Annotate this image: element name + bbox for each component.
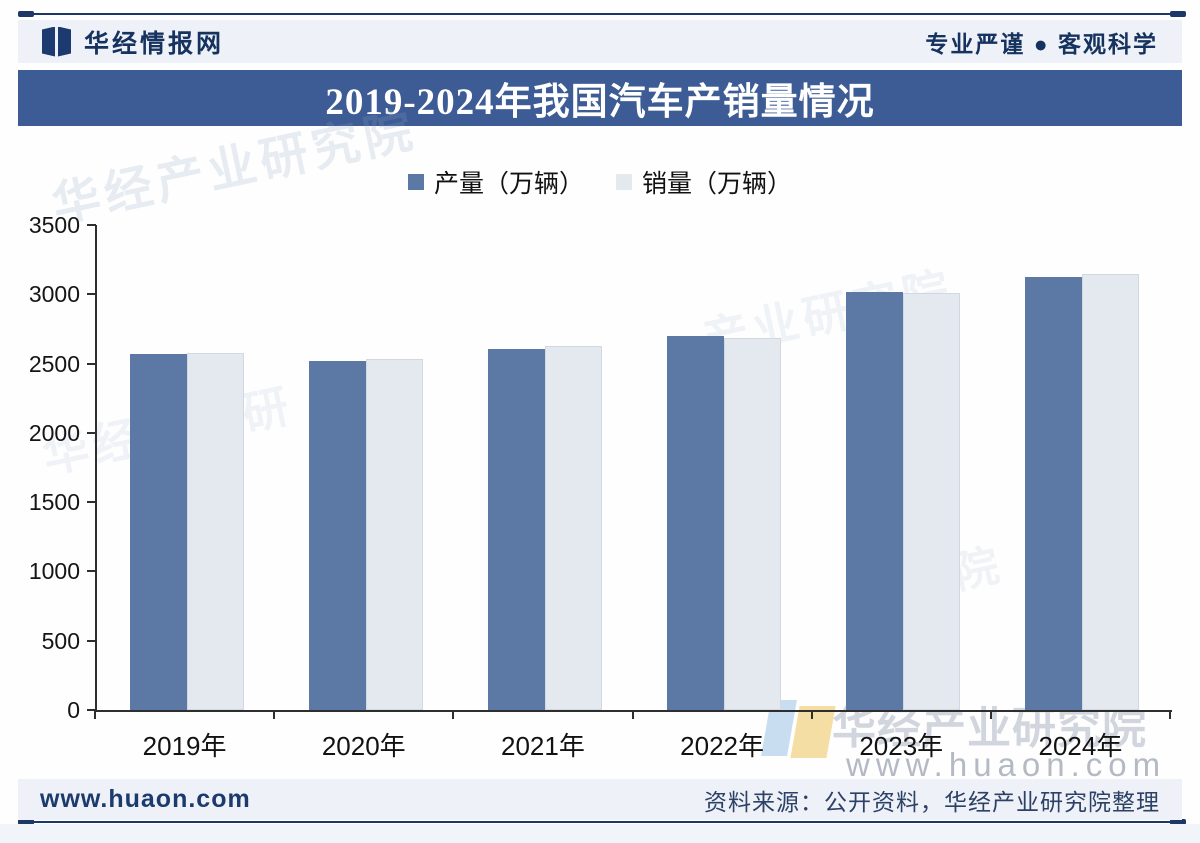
- y-axis-tick-label: 3500: [28, 212, 80, 238]
- bar-group-2021年: [455, 225, 634, 710]
- y-axis-tick-label: 2500: [28, 350, 80, 377]
- bar-group-2019年: [97, 225, 276, 710]
- production-bar-2023年: [846, 292, 904, 710]
- y-axis-tick-label: 3000: [28, 281, 80, 308]
- y-axis-tick-mark: [87, 501, 96, 504]
- bar-group-2024年: [993, 225, 1172, 710]
- top-divider-line: [18, 11, 1186, 17]
- footer-source-note: 资料来源：公开资料，华经产业研究院整理: [704, 788, 1160, 815]
- bottom-divider-line: [18, 819, 1186, 825]
- production-bar-2021年: [487, 348, 545, 710]
- bar-group-2020年: [276, 225, 455, 710]
- x-axis-tick-mark: [94, 711, 96, 719]
- x-axis-label-2020年: 2020年: [321, 731, 406, 761]
- bar-chart-plot-area: [95, 225, 1172, 712]
- legend-label: 销量（万辆）: [642, 170, 793, 198]
- legend-item-0: 产量（万辆）: [407, 164, 584, 200]
- production-bar-2019年: [129, 353, 187, 710]
- sales-bar-2020年: [365, 359, 423, 710]
- y-axis-tick-mark: [87, 293, 96, 296]
- y-axis-tick-label: 0: [67, 697, 80, 723]
- footer: www.huaon.com 资料来源：公开资料，华经产业研究院整理: [18, 779, 1182, 820]
- production-bar-2020年: [308, 360, 366, 710]
- y-axis-tick-mark: [87, 224, 96, 226]
- footer-website: www.huaon.com: [40, 785, 251, 813]
- legend-label: 产量（万辆）: [433, 170, 584, 198]
- x-axis-label-2023年: 2023年: [859, 731, 944, 761]
- x-axis-tick-mark: [810, 711, 813, 719]
- bottom-strip: [0, 824, 1200, 843]
- y-axis-tick-mark: [87, 639, 96, 642]
- x-axis-label-2022年: 2022年: [680, 731, 764, 761]
- x-axis-label-2021年: 2021年: [500, 731, 585, 761]
- legend-swatch-icon: [407, 174, 424, 190]
- sales-bar-2021年: [544, 345, 602, 710]
- huajing-logo-icon: [42, 26, 72, 57]
- x-axis-tick-mark: [631, 711, 634, 719]
- production-bar-2022年: [667, 335, 725, 710]
- chart-title: 2019-2024年我国汽车产销量情况: [325, 82, 875, 123]
- y-axis-tick-label: 2000: [28, 419, 80, 446]
- y-axis-tick-label: 1000: [28, 558, 80, 585]
- y-axis-tick-mark: [87, 570, 96, 573]
- brand-name: 华经情报网: [84, 29, 225, 58]
- y-axis-tick-mark: [87, 709, 96, 711]
- y-axis-tick-mark: [87, 431, 96, 434]
- y-axis-tick-label: 1500: [28, 489, 80, 516]
- bar-group-2023年: [814, 225, 993, 710]
- x-axis-tick-mark: [1169, 711, 1171, 719]
- legend-item-1: 销量（万辆）: [616, 164, 792, 200]
- sales-bar-2019年: [186, 352, 244, 710]
- header-slogan: 专业严谨 ● 客观科学: [925, 30, 1158, 57]
- x-axis-tick-mark: [452, 711, 455, 719]
- x-axis-label-2024年: 2024年: [1038, 731, 1123, 761]
- brand: 华经情报网: [42, 24, 224, 60]
- sales-bar-2023年: [903, 293, 961, 710]
- x-axis-tick-mark: [273, 711, 276, 719]
- x-axis-tick-mark: [989, 711, 992, 719]
- header: 华经情报网 专业严谨 ● 客观科学: [18, 20, 1182, 63]
- sales-bar-2022年: [724, 337, 782, 710]
- sales-bar-2024年: [1082, 274, 1140, 710]
- bar-group-2022年: [635, 225, 814, 710]
- chart-title-banner: 2019-2024年我国汽车产销量情况: [18, 70, 1182, 126]
- y-axis-tick-label: 500: [41, 627, 80, 654]
- y-axis-tick-mark: [87, 362, 96, 365]
- legend-swatch-icon: [616, 174, 632, 190]
- x-axis-label-2019年: 2019年: [142, 731, 227, 761]
- production-bar-2024年: [1025, 276, 1083, 710]
- legend: 产量（万辆） 销量（万辆）: [0, 164, 1200, 200]
